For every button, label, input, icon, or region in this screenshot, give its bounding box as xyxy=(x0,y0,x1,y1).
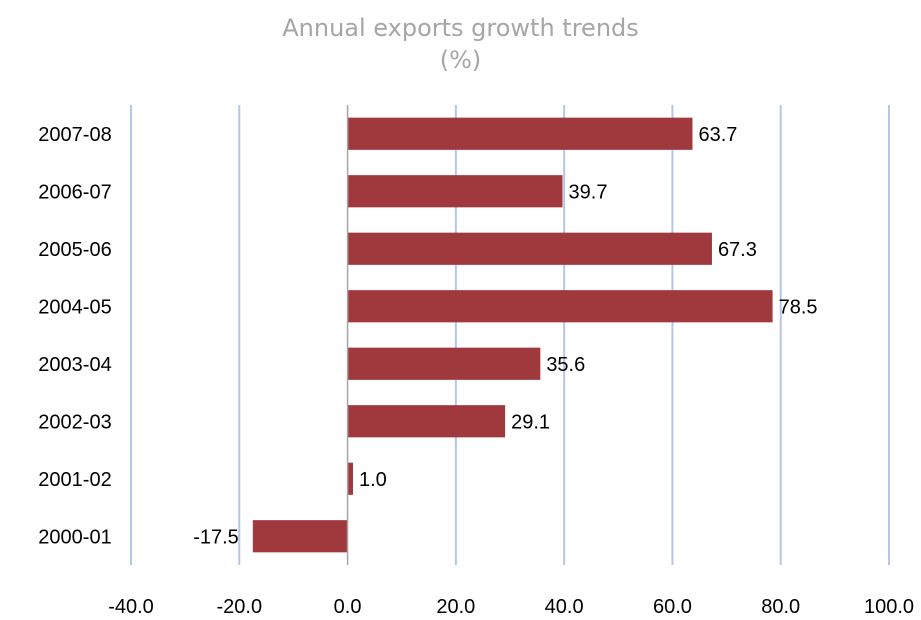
x-tick-label: -40.0 xyxy=(108,596,154,618)
chart-title-text: Annual exports growth trends xyxy=(282,14,639,42)
x-tick-label: 40.0 xyxy=(545,596,584,618)
x-tick-label: 20.0 xyxy=(436,596,475,618)
data-label: 1.0 xyxy=(359,469,387,491)
category-labels: 2000-01 2001-02 2002-03 2003-04 2004-05 2005-… xyxy=(38,124,111,549)
x-tick-label: 0.0 xyxy=(334,596,362,618)
bars xyxy=(252,117,773,553)
category-label: 2001-02 xyxy=(38,469,111,491)
bar xyxy=(347,117,693,150)
data-label: 39.7 xyxy=(569,181,608,203)
category-label: 2006-07 xyxy=(38,181,111,203)
data-label: 78.5 xyxy=(779,296,818,318)
category-label: 2007-08 xyxy=(38,124,111,146)
x-tick-label: 60.0 xyxy=(653,596,692,618)
data-label: 29.1 xyxy=(511,411,550,433)
x-tick-label: 100.0 xyxy=(864,596,914,618)
data-label: 63.7 xyxy=(698,124,737,146)
bar xyxy=(252,520,348,553)
category-label: 2005-06 xyxy=(38,239,111,261)
bar xyxy=(347,462,353,495)
x-tick-label: -20.0 xyxy=(216,596,262,618)
gridlines xyxy=(130,105,890,565)
bar xyxy=(347,232,712,265)
category-label: 2004-05 xyxy=(38,296,111,318)
data-label: -17.5 xyxy=(193,526,239,548)
bar xyxy=(347,290,773,323)
chart-title: Annual exports growth trends (%) xyxy=(0,12,921,76)
category-label: 2003-04 xyxy=(38,354,111,376)
bar xyxy=(347,175,563,208)
bar xyxy=(347,405,506,438)
x-tick-label: 80.0 xyxy=(761,596,800,618)
category-label: 2002-03 xyxy=(38,411,111,433)
data-labels: -17.5 1.0 29.1 35.6 78.5 67.3 39.7 63.7 xyxy=(193,124,817,549)
data-label: 35.6 xyxy=(546,354,585,376)
chart-title-unit: (%) xyxy=(439,46,482,74)
x-tick-labels: -40.0 -20.0 0.0 20.0 40.0 60.0 80.0 100.0 xyxy=(108,596,914,618)
bar xyxy=(347,347,541,380)
data-label: 67.3 xyxy=(718,239,757,261)
category-label: 2000-01 xyxy=(38,526,111,548)
